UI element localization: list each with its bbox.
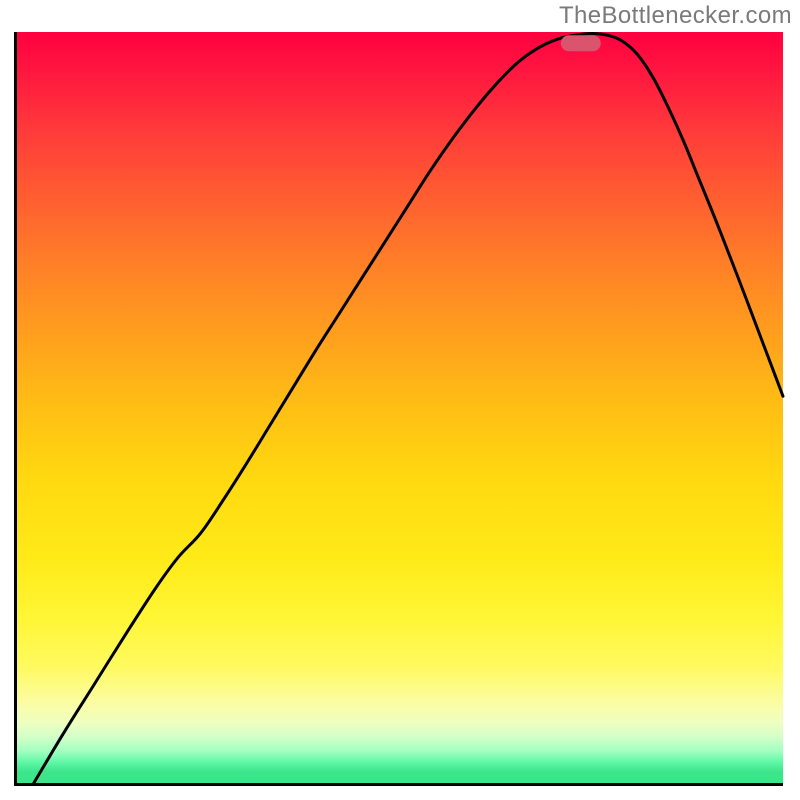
bottleneck-chart: TheBottlenecker.com [0, 0, 800, 800]
optimal-marker [561, 35, 601, 51]
watermark-text: TheBottlenecker.com [559, 2, 792, 30]
plot-svg [0, 0, 800, 800]
plot-background [17, 32, 783, 783]
